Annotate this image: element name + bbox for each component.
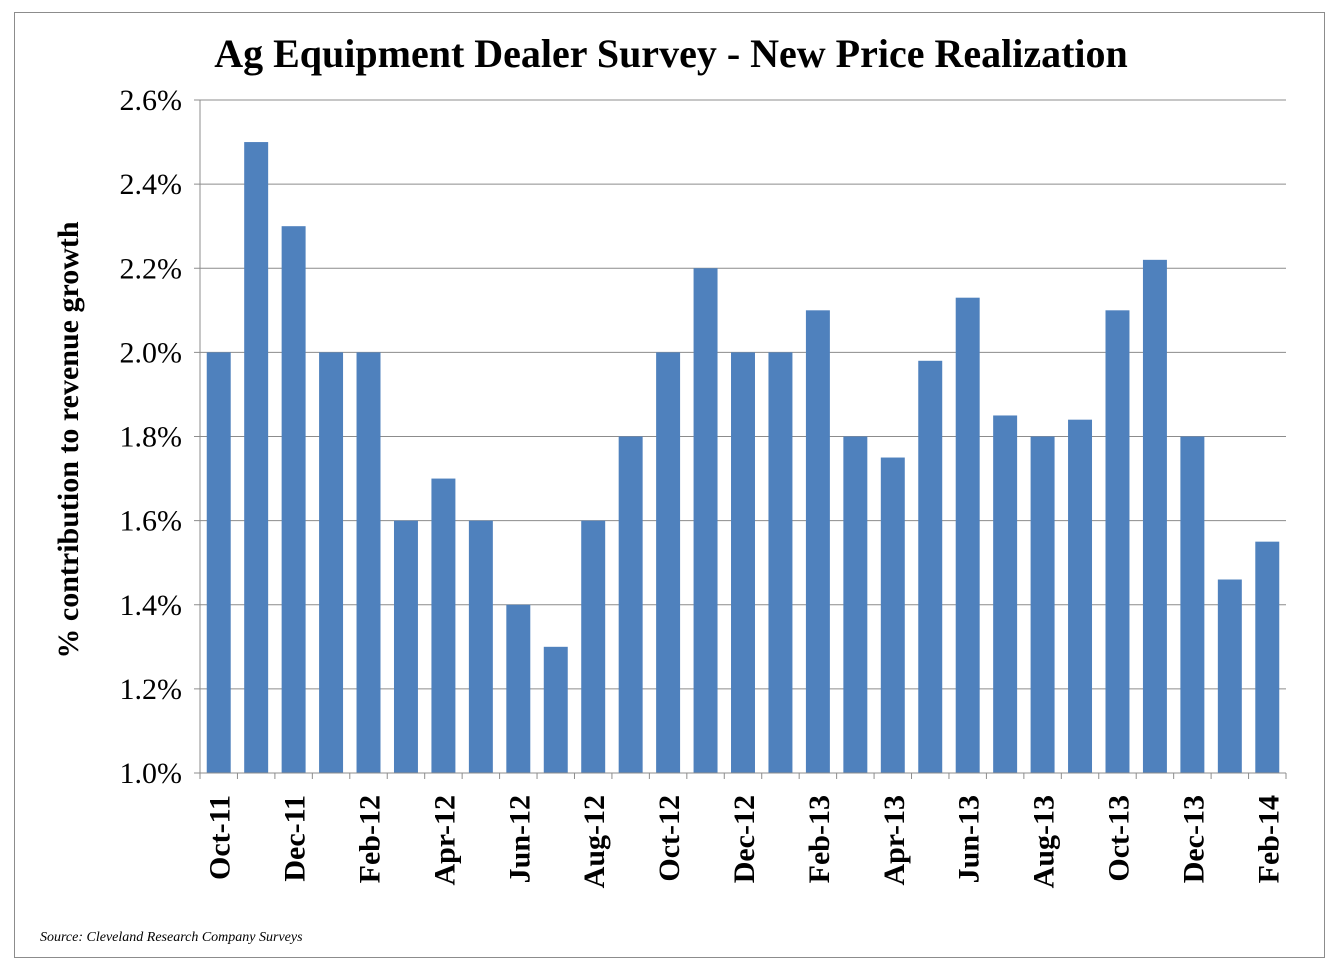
y-tick-label: 1.0% [120, 757, 183, 790]
y-tick-label: 2.2% [120, 252, 183, 285]
bar-apr-13 [880, 457, 905, 773]
x-tick-label: Aug-12 [578, 795, 611, 888]
bar-feb-13 [805, 310, 830, 773]
y-tick-label: 2.0% [120, 336, 183, 369]
x-tick-label: Apr-13 [878, 795, 911, 886]
bar-aug-13 [1030, 436, 1055, 773]
bar-apr-12 [431, 478, 456, 773]
bar-sep-12 [618, 436, 643, 773]
y-tick-label: 2.6% [120, 84, 183, 117]
bar-jul-13 [993, 415, 1018, 773]
bar-jun-13 [955, 297, 980, 773]
x-tick-label: Apr-12 [428, 795, 461, 886]
bar-jun-12 [506, 604, 531, 773]
x-tick-label: Oct-13 [1102, 795, 1135, 882]
y-tick-label: 2.4% [120, 168, 183, 201]
bar-mar-12 [393, 520, 418, 773]
bar-oct-13 [1105, 310, 1130, 773]
x-tick-label: Feb-12 [354, 795, 387, 883]
bar-dec-11 [281, 226, 306, 773]
y-axis-label: % contribution to revenue growth [52, 221, 85, 659]
x-tick-label: Jun-12 [503, 795, 536, 883]
x-tick-label: Dec-13 [1177, 795, 1210, 883]
bar-feb-12 [356, 352, 381, 773]
x-tick-label: Feb-14 [1252, 795, 1285, 883]
y-tick-label: 1.8% [120, 421, 183, 454]
bar-may-13 [918, 360, 943, 773]
axes [199, 100, 1287, 779]
x-tick-labels: Oct-11 Dec-11 Feb-12 Apr-12 Jun-12 Aug-12 Oct-… [204, 795, 1286, 888]
x-tick-label: Dec-12 [728, 795, 761, 883]
bar-nov-12 [693, 268, 718, 773]
bar-jan-14 [1217, 579, 1242, 773]
bar-jan-13 [768, 352, 793, 773]
bar-aug-12 [581, 520, 606, 773]
bar-jan-12 [319, 352, 344, 773]
y-tick-label: 1.4% [120, 589, 183, 622]
bar-mar-13 [843, 436, 868, 773]
y-tick-label: 1.2% [120, 673, 183, 706]
bar-sep-13 [1068, 419, 1093, 773]
chart-title: Ag Equipment Dealer Survey - New Price R… [214, 31, 1128, 76]
bars [206, 142, 1280, 773]
bar-feb-14 [1255, 541, 1280, 773]
x-tick-label: Oct-12 [653, 795, 686, 882]
bar-dec-13 [1180, 436, 1205, 773]
bar-oct-11 [206, 352, 231, 773]
bar-nov-13 [1142, 259, 1167, 773]
bar-jul-12 [543, 646, 568, 773]
x-tick-label: Aug-13 [1028, 795, 1061, 888]
y-tick-labels: 1.0% 1.2% 1.4% 1.6% 1.8% 2.0% 2.2% 2.4% 2.6% [120, 84, 183, 790]
bar-may-12 [468, 520, 493, 773]
x-tick-label: Jun-13 [953, 795, 986, 883]
x-tick-label: Oct-11 [204, 795, 237, 880]
x-tick-label: Feb-13 [803, 795, 836, 883]
bar-nov-11 [244, 142, 269, 773]
source-note: Source: Cleveland Research Company Surve… [40, 930, 303, 945]
bar-oct-12 [656, 352, 681, 773]
bar-dec-12 [731, 352, 755, 773]
x-tick-label: Dec-11 [279, 795, 312, 882]
y-tick-label: 1.6% [120, 505, 183, 538]
